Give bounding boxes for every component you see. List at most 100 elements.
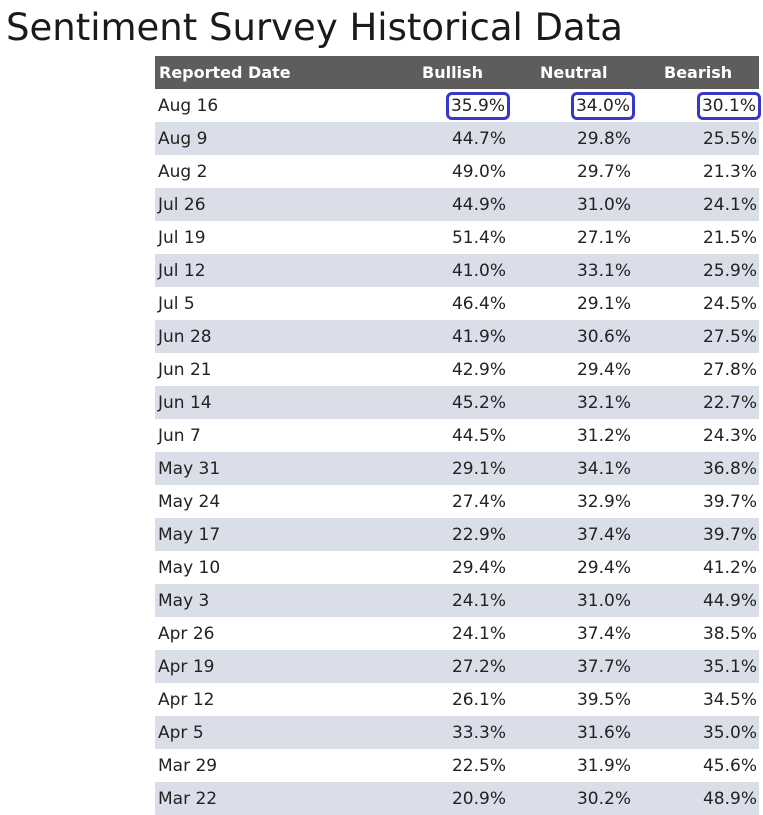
cell-neutral: 39.5% <box>576 689 631 710</box>
cell-bullish: 42.9% <box>451 359 506 380</box>
cell-reported-date: Jun 14 <box>158 392 212 413</box>
cell-bullish: 29.1% <box>451 458 506 479</box>
table-row: Jul 12 41.0% 33.1% 25.9% <box>155 254 759 287</box>
table-row: May 24 27.4% 32.9% 39.7% <box>155 485 759 518</box>
cell-bearish: 35.0% <box>702 722 757 743</box>
cell-reported-date: Apr 26 <box>158 623 215 644</box>
cell-bearish: 30.1% <box>633 89 761 122</box>
cell-bearish: 39.7% <box>702 524 757 545</box>
cell-neutral: 32.1% <box>576 392 631 413</box>
table-row: Aug 16 35.9% 34.0% 30.1% <box>155 89 761 122</box>
cell-bullish: 22.9% <box>451 524 506 545</box>
cell-neutral: 37.4% <box>576 623 631 644</box>
cell-bearish: 21.5% <box>702 227 757 248</box>
cell-neutral: 37.7% <box>576 656 631 677</box>
highlighted-neutral-value: 34.0% <box>570 91 635 120</box>
cell-neutral: 31.2% <box>576 425 631 446</box>
header-bullish: Bullish <box>422 63 483 82</box>
cell-bullish: 27.2% <box>451 656 506 677</box>
cell-neutral: 31.0% <box>576 590 631 611</box>
cell-bullish: 26.1% <box>451 689 506 710</box>
cell-reported-date: Apr 12 <box>158 689 215 710</box>
cell-reported-date: Jun 28 <box>158 326 212 347</box>
cell-bullish: 24.1% <box>451 623 506 644</box>
cell-neutral: 31.0% <box>576 194 631 215</box>
cell-reported-date: May 24 <box>158 491 221 512</box>
cell-reported-date: Aug 16 <box>158 95 219 116</box>
cell-reported-date: Jul 19 <box>158 227 206 248</box>
cell-bearish: 24.1% <box>702 194 757 215</box>
table-row: Apr 19 27.2% 37.7% 35.1% <box>155 650 759 683</box>
cell-neutral: 33.1% <box>576 260 631 281</box>
cell-reported-date: Jul 26 <box>158 194 206 215</box>
cell-neutral: 34.0% <box>507 89 635 122</box>
cell-bullish: 20.9% <box>451 788 506 809</box>
table-row: Jun 28 41.9% 30.6% 27.5% <box>155 320 759 353</box>
cell-reported-date: Aug 9 <box>158 128 208 149</box>
table-row: Apr 12 26.1% 39.5% 34.5% <box>155 683 759 716</box>
cell-reported-date: Jun 21 <box>158 359 212 380</box>
table-row: Jul 5 46.4% 29.1% 24.5% <box>155 287 759 320</box>
cell-bullish: 51.4% <box>451 227 506 248</box>
cell-neutral: 27.1% <box>576 227 631 248</box>
cell-bearish: 48.9% <box>702 788 757 809</box>
cell-bearish: 41.2% <box>702 557 757 578</box>
cell-bearish: 24.5% <box>702 293 757 314</box>
cell-bullish: 41.9% <box>451 326 506 347</box>
table-row: Mar 29 22.5% 31.9% 45.6% <box>155 749 759 782</box>
cell-bullish: 33.3% <box>451 722 506 743</box>
table-row: Mar 22 20.9% 30.2% 48.9% <box>155 782 759 815</box>
cell-neutral: 29.8% <box>576 128 631 149</box>
cell-neutral: 29.7% <box>576 161 631 182</box>
cell-reported-date: May 31 <box>158 458 221 479</box>
cell-bullish: 44.7% <box>451 128 506 149</box>
cell-bullish: 46.4% <box>451 293 506 314</box>
cell-reported-date: Aug 2 <box>158 161 208 182</box>
cell-reported-date: Mar 22 <box>158 788 218 809</box>
sentiment-table: Reported Date Bullish Neutral Bearish Au… <box>155 56 761 815</box>
cell-neutral: 31.6% <box>576 722 631 743</box>
cell-bearish: 35.1% <box>702 656 757 677</box>
cell-neutral: 30.6% <box>576 326 631 347</box>
cell-bullish: 22.5% <box>451 755 506 776</box>
cell-neutral: 29.4% <box>576 557 631 578</box>
cell-bearish: 44.9% <box>702 590 757 611</box>
cell-reported-date: May 10 <box>158 557 221 578</box>
cell-bearish: 25.5% <box>702 128 757 149</box>
table-row: Jul 26 44.9% 31.0% 24.1% <box>155 188 759 221</box>
cell-bearish: 22.7% <box>702 392 757 413</box>
cell-reported-date: Apr 19 <box>158 656 215 677</box>
cell-bullish: 29.4% <box>451 557 506 578</box>
table-row: Aug 9 44.7% 29.8% 25.5% <box>155 122 759 155</box>
cell-bullish: 44.5% <box>451 425 506 446</box>
cell-reported-date: May 3 <box>158 590 210 611</box>
cell-reported-date: Mar 29 <box>158 755 218 776</box>
header-reported-date: Reported Date <box>159 63 291 82</box>
cell-bearish: 27.8% <box>702 359 757 380</box>
cell-bullish: 44.9% <box>451 194 506 215</box>
header-row: Reported Date Bullish Neutral Bearish <box>155 56 759 89</box>
table-row: Jul 19 51.4% 27.1% 21.5% <box>155 221 759 254</box>
highlighted-bearish-value: 30.1% <box>696 91 761 120</box>
table-body: Aug 16 35.9% 34.0% 30.1% Aug 9 44.7% 29.8% 25.5… <box>155 89 761 815</box>
cell-neutral: 32.9% <box>576 491 631 512</box>
cell-bearish: 24.3% <box>702 425 757 446</box>
page-title: Sentiment Survey Historical Data <box>6 6 623 49</box>
cell-neutral: 34.1% <box>576 458 631 479</box>
table-row: Apr 26 24.1% 37.4% 38.5% <box>155 617 759 650</box>
cell-reported-date: Jul 5 <box>158 293 195 314</box>
cell-bullish: 24.1% <box>451 590 506 611</box>
cell-reported-date: Jul 12 <box>158 260 206 281</box>
table-row: May 31 29.1% 34.1% 36.8% <box>155 452 759 485</box>
table-header: Reported Date Bullish Neutral Bearish <box>155 56 759 89</box>
table-row: Apr 5 33.3% 31.6% 35.0% <box>155 716 759 749</box>
table-row: Aug 2 49.0% 29.7% 21.3% <box>155 155 759 188</box>
cell-bearish: 39.7% <box>702 491 757 512</box>
cell-neutral: 29.4% <box>576 359 631 380</box>
cell-bearish: 36.8% <box>702 458 757 479</box>
table-row: May 10 29.4% 29.4% 41.2% <box>155 551 759 584</box>
cell-reported-date: Jun 7 <box>158 425 201 446</box>
cell-bearish: 21.3% <box>702 161 757 182</box>
table-row: Jun 14 45.2% 32.1% 22.7% <box>155 386 759 419</box>
table-row: Jun 7 44.5% 31.2% 24.3% <box>155 419 759 452</box>
